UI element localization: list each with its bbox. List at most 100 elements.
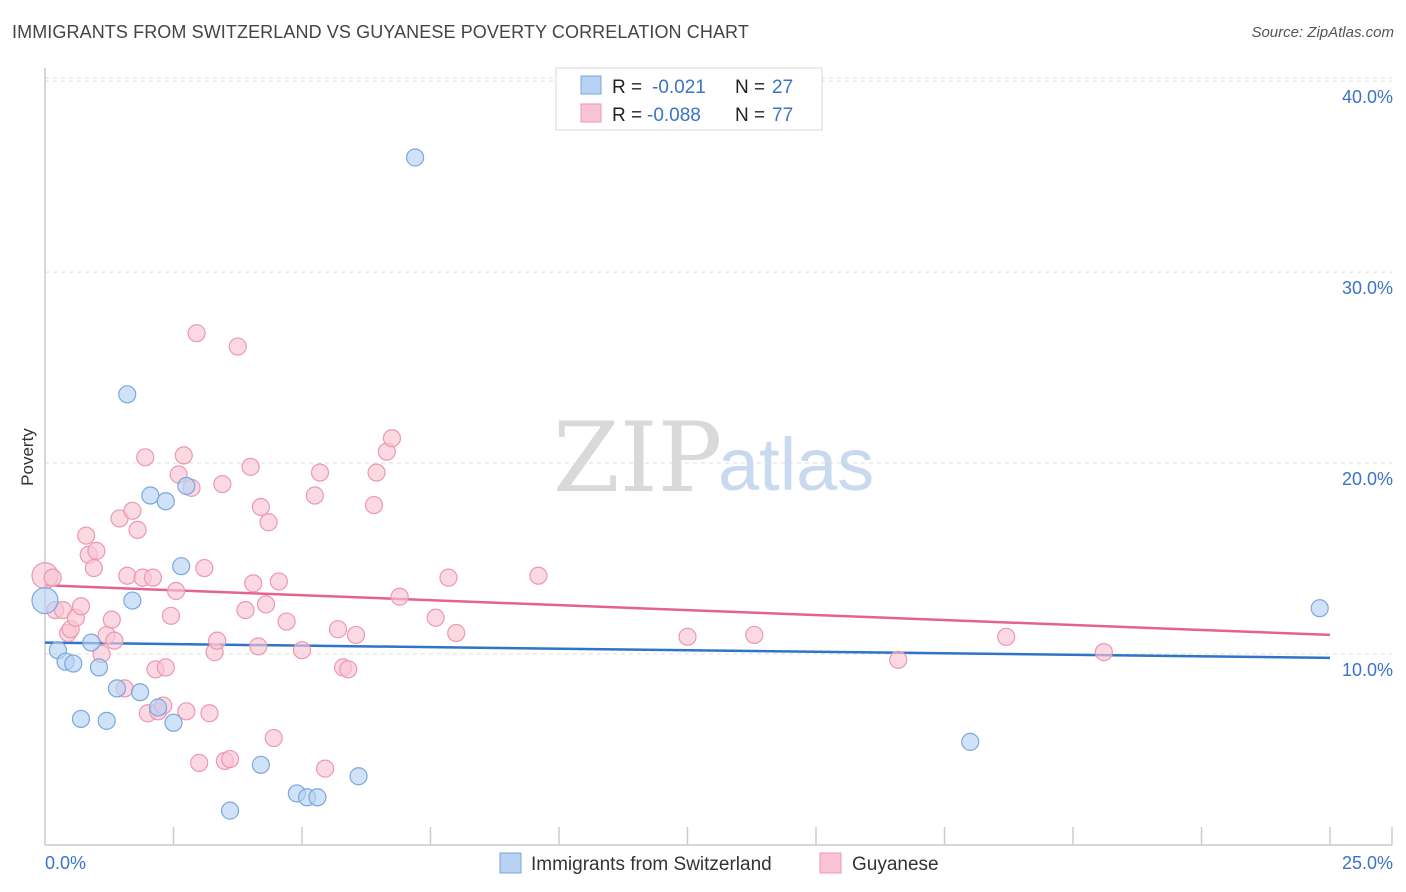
point-switzerland-8 [107, 679, 127, 698]
trend-line-guyanese [44, 584, 1331, 637]
x-ticks [172, 827, 1393, 845]
point-switzerland-18 [220, 801, 240, 820]
legend-swatch-guyanese [580, 103, 602, 123]
y-tick-label-40: 40.0% [1342, 87, 1393, 107]
chart-title: IMMIGRANTS FROM SWITZERLAND VS GUYANESE … [12, 22, 749, 42]
point-guyanese-43 [220, 749, 240, 769]
point-guyanese-76 [1094, 643, 1113, 662]
legend-r-value-1: -0.021 [652, 77, 706, 98]
point-guyanese-74 [889, 650, 908, 669]
point-switzerland-15 [164, 713, 183, 732]
point-switzerland-5 [82, 633, 101, 652]
point-guyanese-49 [251, 497, 270, 517]
point-guyanese-44 [228, 337, 247, 356]
legend-r-label-1: R = [612, 77, 642, 98]
point-guyanese-47 [244, 574, 263, 593]
point-switzerland-19 [251, 755, 270, 774]
point-guyanese-57 [310, 463, 330, 482]
point-guyanese-32 [174, 446, 193, 465]
point-switzerland-26 [1310, 599, 1329, 618]
point-guyanese-28 [156, 658, 175, 677]
point-guyanese-72 [678, 627, 697, 646]
point-guyanese-48 [249, 637, 268, 656]
y-tick-labels: 10.0% 20.0% 30.0% 40.0% [1342, 87, 1393, 680]
point-switzerland-16 [172, 557, 191, 576]
chart-source: Source: ZipAtlas.com [1251, 24, 1394, 41]
point-guyanese-38 [200, 704, 219, 723]
point-guyanese-41 [213, 474, 232, 494]
point-guyanese-30 [166, 581, 186, 601]
point-guyanese-7 [71, 597, 91, 616]
point-guyanese-37 [195, 558, 214, 578]
point-guyanese-54 [277, 612, 296, 631]
point-switzerland-22 [308, 788, 327, 807]
point-switzerland-12 [141, 486, 160, 505]
point-guyanese-67 [390, 587, 409, 606]
point-switzerland-6 [89, 658, 109, 677]
point-switzerland-7 [97, 711, 116, 730]
point-guyanese-1 [43, 568, 62, 587]
legend-n-label-2: N = [735, 105, 765, 126]
point-switzerland-24 [405, 148, 425, 167]
point-switzerland-13 [148, 698, 168, 717]
point-guyanese-73 [745, 625, 764, 645]
bottom-legend: Immigrants from Switzerland Guyanese [499, 852, 939, 875]
point-guyanese-69 [439, 568, 458, 587]
point-guyanese-68 [426, 608, 445, 627]
watermark-zip: ZIP [553, 402, 722, 514]
point-guyanese-52 [264, 728, 283, 748]
point-guyanese-15 [105, 631, 124, 650]
y-axis-label: Poverty [18, 428, 37, 486]
point-switzerland-3 [64, 654, 83, 673]
point-guyanese-22 [136, 448, 155, 467]
legend-n-value-2: 77 [772, 105, 793, 126]
bottom-legend-label-guyanese: Guyanese [852, 854, 939, 875]
bottom-legend-label-switzerland: Immigrants from Switzerland [531, 854, 772, 875]
legend-n-label-1: N = [735, 77, 765, 98]
point-switzerland-10 [123, 591, 142, 610]
y-tick-label-20: 20.0% [1342, 469, 1393, 489]
point-guyanese-58 [316, 759, 335, 778]
point-guyanese-70 [447, 623, 466, 643]
point-switzerland-14 [156, 492, 175, 511]
point-guyanese-33 [177, 702, 196, 721]
gridlines [45, 77, 1392, 655]
point-guyanese-14 [102, 610, 121, 629]
watermark-atlas: atlas [718, 423, 874, 506]
point-guyanese-45 [236, 600, 255, 620]
point-guyanese-35 [187, 324, 206, 343]
y-tick-label-30: 30.0% [1342, 278, 1393, 298]
point-guyanese-24 [143, 568, 163, 587]
point-guyanese-71 [529, 566, 548, 585]
point-guyanese-8 [77, 526, 96, 545]
point-switzerland-0 [31, 586, 59, 615]
point-guyanese-18 [118, 566, 137, 585]
point-guyanese-50 [256, 595, 276, 614]
point-guyanese-59 [328, 620, 348, 639]
bottom-legend-swatch-guyanese [819, 852, 842, 874]
point-guyanese-10 [84, 558, 103, 578]
point-guyanese-40 [208, 631, 227, 650]
point-guyanese-61 [339, 660, 358, 679]
point-switzerland-17 [177, 476, 196, 496]
legend-n-value-1: 27 [772, 77, 793, 98]
legend-swatch-switzerland [580, 75, 602, 95]
bottom-legend-swatch-switzerland [499, 852, 522, 874]
x-tick-label-max: 25.0% [1342, 853, 1393, 873]
point-guyanese-36 [190, 753, 209, 772]
legend-r-value-2: -0.088 [647, 105, 701, 126]
legend: R = -0.021 N = 27 R = -0.088 N = 77 [555, 67, 823, 131]
point-guyanese-63 [364, 495, 384, 515]
point-switzerland-11 [130, 683, 150, 702]
point-guyanese-53 [269, 572, 288, 591]
point-guyanese-46 [241, 457, 260, 476]
point-switzerland-9 [118, 385, 137, 404]
point-guyanese-20 [128, 520, 147, 539]
point-guyanese-64 [367, 463, 386, 482]
legend-r-label-2: R = [612, 105, 642, 126]
point-guyanese-62 [346, 625, 366, 645]
y-tick-label-10: 10.0% [1342, 660, 1393, 680]
point-switzerland-25 [961, 732, 980, 751]
point-guyanese-19 [123, 501, 142, 520]
point-switzerland-4 [71, 709, 91, 729]
